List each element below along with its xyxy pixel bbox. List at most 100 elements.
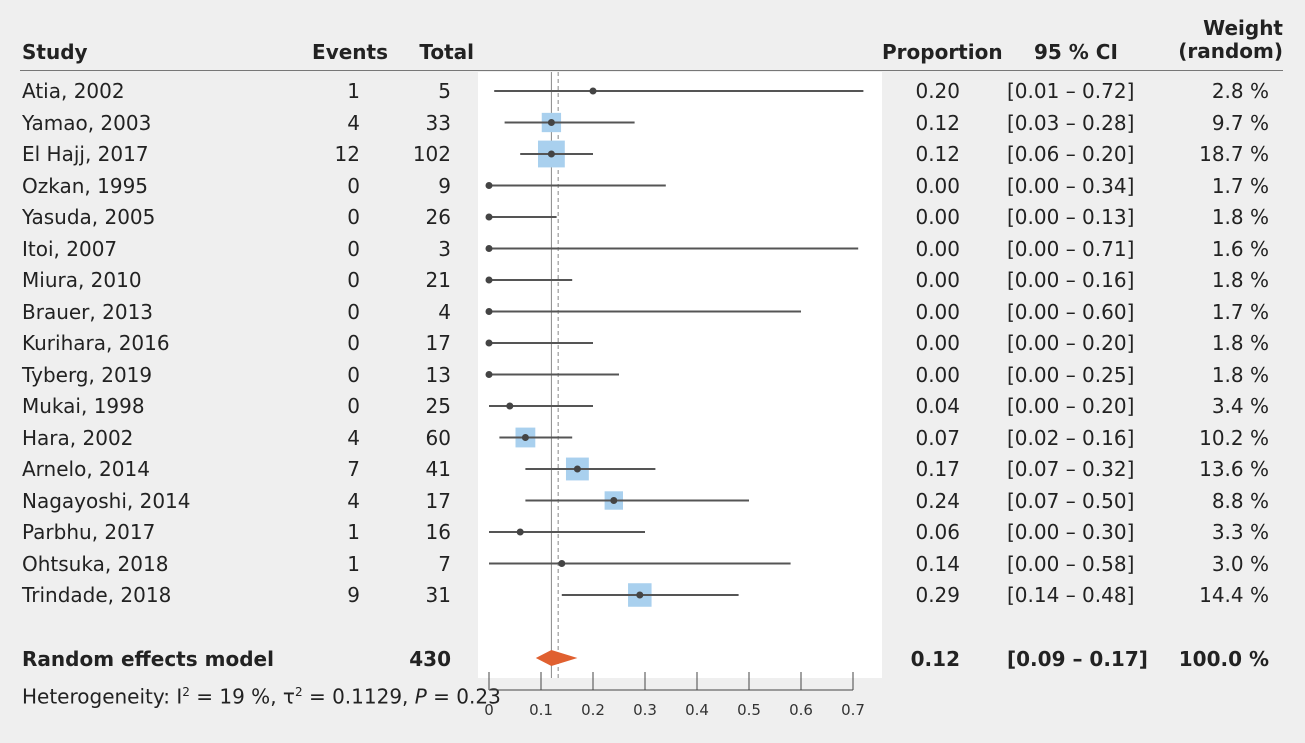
study-proportion: 0.00: [915, 299, 960, 324]
study-events: 0: [347, 299, 360, 324]
header-weight: Weight (random): [1150, 17, 1283, 63]
study-ci: [0.07 – 0.32]: [1007, 457, 1135, 481]
study-total: 25: [425, 394, 451, 418]
study-events: 7: [347, 457, 360, 481]
point-estimate: [589, 87, 597, 95]
summary-diamond: [535, 650, 578, 666]
x-tick-label: 0.4: [685, 701, 709, 719]
study-total: 3: [438, 236, 451, 261]
study-name: Brauer, 2013: [22, 299, 154, 324]
study-name: El Hajj, 2017: [22, 142, 149, 166]
x-tick-label: 0.6: [789, 701, 813, 719]
study-weight: 13.6 %: [1199, 457, 1269, 481]
study-ci: [0.00 – 0.30]: [1007, 520, 1135, 544]
study-total: 60: [425, 425, 451, 450]
point-estimate: [485, 371, 493, 378]
het-i2-sup: 2: [182, 685, 190, 699]
study-name: Parbhu, 2017: [22, 520, 156, 544]
point-estimate: [485, 308, 493, 315]
study-name: Ozkan, 1995: [22, 173, 149, 198]
study-name: Kurihara, 2016: [22, 331, 170, 355]
study-ci: [0.02 – 0.16]: [1007, 425, 1135, 450]
header-study: Study: [22, 40, 88, 64]
study-name: Mukai, 1998: [22, 394, 145, 418]
study-total: 7: [438, 551, 451, 576]
study-name: Trindade, 2018: [22, 583, 172, 607]
study-proportion: 0.17: [915, 457, 960, 481]
study-weight: 3.0 %: [1211, 551, 1269, 576]
study-weight: 10.2 %: [1199, 425, 1269, 450]
study-total: 5: [438, 79, 451, 103]
study-total: 31: [425, 583, 451, 607]
study-name: Arnelo, 2014: [22, 457, 150, 481]
point-estimate: [558, 560, 566, 567]
x-tick-label: 0: [484, 701, 494, 719]
study-total: 21: [425, 268, 451, 292]
study-events: 4: [347, 425, 360, 450]
study-weight: 3.3 %: [1211, 520, 1269, 544]
study-ci: [0.00 – 0.20]: [1007, 331, 1135, 355]
x-tick-label: 0.7: [841, 701, 865, 719]
study-ci: [0.00 – 0.16]: [1007, 268, 1135, 292]
point-estimate: [573, 465, 581, 473]
study-total: 33: [425, 110, 451, 135]
study-events: 0: [347, 362, 360, 387]
study-proportion: 0.24: [915, 488, 960, 513]
study-total: 16: [425, 520, 451, 544]
study-proportion: 0.12: [915, 142, 960, 166]
point-estimate: [521, 434, 529, 441]
study-ci: [0.00 – 0.13]: [1007, 205, 1135, 229]
study-ci: [0.00 – 0.34]: [1007, 173, 1135, 198]
het-p-label: P: [414, 684, 427, 709]
study-proportion: 0.00: [915, 236, 960, 261]
study-events: 4: [347, 488, 360, 513]
study-events: 0: [347, 268, 360, 292]
study-events: 0: [347, 205, 360, 229]
study-total: 26: [425, 205, 451, 229]
study-weight: 1.8 %: [1211, 331, 1269, 355]
study-name: Ohtsuka, 2018: [22, 551, 169, 576]
point-estimate: [485, 213, 493, 221]
study-events: 1: [347, 520, 360, 544]
study-total: 41: [425, 457, 451, 481]
het-p-value: = 0.23: [426, 684, 501, 709]
het-i2-value: = 19 %, τ: [189, 684, 295, 709]
study-proportion: 0.00: [915, 268, 960, 292]
x-tick-label: 0.3: [633, 701, 657, 719]
study-proportion: 0.20: [915, 79, 960, 103]
study-name: Hara, 2002: [22, 425, 134, 450]
study-proportion: 0.00: [915, 362, 960, 387]
study-proportion: 0.00: [915, 173, 960, 198]
study-ci: [0.00 – 0.71]: [1007, 236, 1135, 261]
study-total: 13: [425, 362, 451, 387]
x-tick-label: 0.5: [737, 701, 761, 719]
point-estimate: [485, 245, 493, 252]
study-name: Yasuda, 2005: [22, 205, 156, 229]
study-ci: [0.06 – 0.20]: [1007, 142, 1135, 166]
study-name: Tyberg, 2019: [22, 362, 153, 387]
study-ci: [0.14 – 0.48]: [1007, 583, 1135, 607]
study-total: 9: [438, 173, 451, 198]
study-events: 0: [347, 394, 360, 418]
point-estimate: [610, 497, 618, 504]
point-estimate: [485, 182, 493, 189]
study-events: 4: [347, 110, 360, 135]
study-ci: [0.00 – 0.60]: [1007, 299, 1135, 324]
point-estimate: [547, 119, 555, 126]
study-ci: [0.03 – 0.28]: [1007, 110, 1135, 135]
study-weight: 1.8 %: [1211, 205, 1269, 229]
point-estimate: [485, 276, 493, 284]
study-name: Nagayoshi, 2014: [22, 488, 191, 513]
study-ci: [0.01 – 0.72]: [1007, 79, 1135, 103]
x-tick-label: 0.1: [529, 701, 553, 719]
study-ci: [0.00 – 0.20]: [1007, 394, 1135, 418]
study-weight: 3.4 %: [1211, 394, 1269, 418]
study-events: 1: [347, 79, 360, 103]
study-weight: 8.8 %: [1211, 488, 1269, 513]
study-weight: 1.7 %: [1211, 173, 1269, 198]
study-name: Atia, 2002: [22, 79, 125, 103]
het-tau-sup: 2: [294, 685, 303, 699]
study-total: 17: [425, 331, 451, 355]
study-name: Miura, 2010: [22, 268, 142, 292]
header-total: Total: [419, 40, 474, 64]
